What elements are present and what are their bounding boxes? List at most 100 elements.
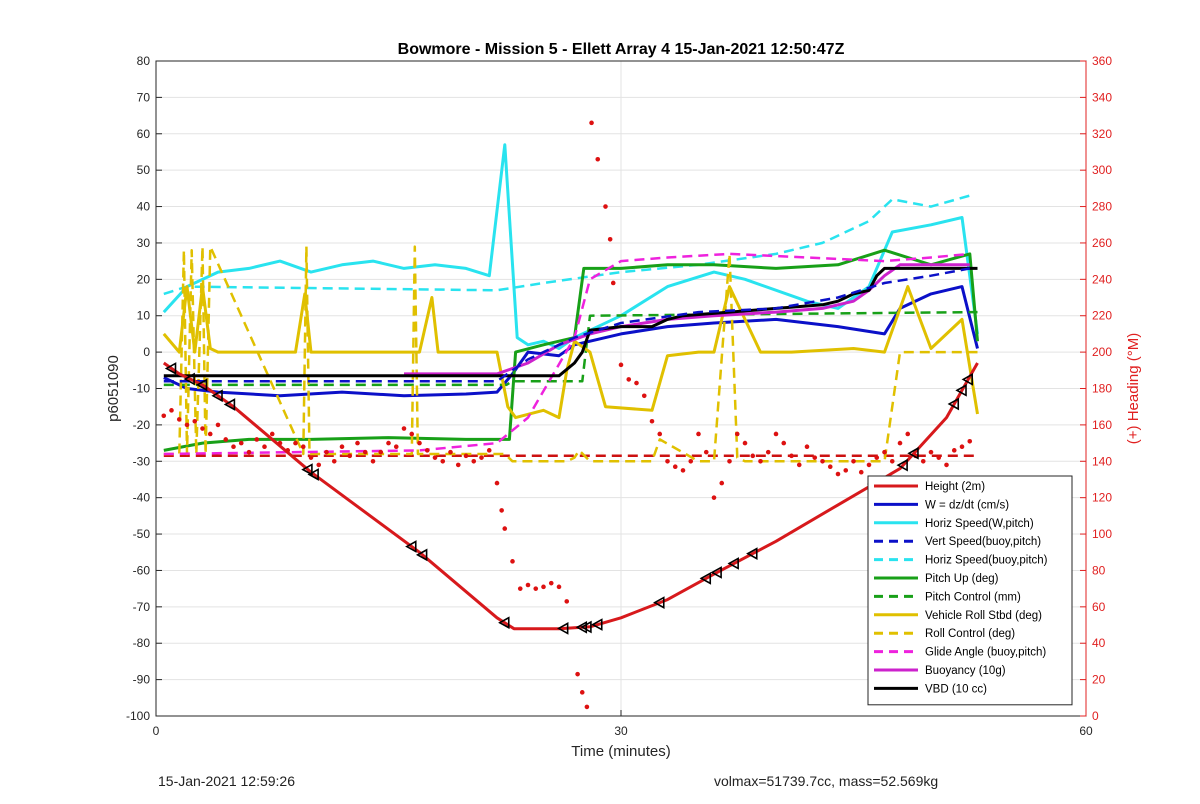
heading-point — [502, 526, 508, 531]
height-marker — [301, 463, 313, 476]
y2-axis-label: (+) Heading (°M) — [1125, 333, 1142, 444]
height-marker — [195, 378, 208, 392]
y-tick-label: -20 — [133, 418, 151, 432]
series-line-7 — [162, 285, 979, 420]
heading-point — [525, 582, 531, 588]
markers-layer — [164, 362, 974, 635]
y2-tick-label: 160 — [1092, 418, 1112, 432]
heading-point — [711, 495, 717, 500]
heading-point — [386, 440, 391, 446]
y2-tick-label: 140 — [1092, 454, 1112, 468]
y2-tick-label: 100 — [1092, 527, 1112, 541]
heading-point — [634, 380, 639, 386]
heading-point — [882, 449, 887, 455]
heading-point — [401, 426, 407, 431]
heading-point — [765, 449, 771, 455]
heading-point — [393, 444, 399, 450]
heading-point — [575, 671, 580, 677]
y2-tick-label: 260 — [1092, 236, 1112, 250]
heading-point — [951, 448, 957, 453]
y2-tick-label: 320 — [1092, 127, 1112, 141]
heading-point — [479, 455, 484, 460]
heading-point — [494, 480, 500, 486]
series-line-5 — [163, 248, 979, 452]
height-marker — [307, 468, 319, 481]
heading-point — [176, 417, 182, 422]
heading-point — [727, 458, 732, 464]
heading-point — [603, 204, 608, 209]
axes-layer: 80706050403020100-10-20-30-40-50-60-70-8… — [126, 54, 1112, 738]
heading-point — [238, 440, 244, 446]
y-tick-label: -40 — [133, 491, 151, 505]
y-tick-label: -60 — [133, 563, 151, 577]
series-line-8 — [163, 245, 978, 463]
heading-point — [665, 458, 670, 464]
height-marker — [164, 362, 177, 375]
heading-point — [967, 438, 973, 444]
heading-point — [928, 449, 934, 455]
x-tick-label: 30 — [614, 724, 628, 738]
heading-point — [362, 449, 368, 455]
heading-point — [564, 599, 570, 604]
y2-tick-label: 240 — [1092, 272, 1112, 286]
heading-point — [455, 462, 461, 468]
legend-label: Horiz Speed(buoy,pitch) — [925, 555, 1048, 567]
y-tick-label: 60 — [137, 127, 151, 141]
y2-tick-label: 120 — [1092, 491, 1112, 505]
heading-point — [424, 448, 430, 453]
heading-point — [440, 458, 446, 464]
heading-point — [417, 440, 422, 446]
y-tick-label: 70 — [137, 90, 151, 104]
heading-point — [432, 455, 438, 460]
y-tick-label: -90 — [133, 673, 151, 687]
x-tick-label: 60 — [1079, 724, 1093, 738]
heading-point — [595, 156, 601, 162]
heading-point — [308, 455, 314, 460]
heading-point — [370, 458, 376, 464]
heading-point — [843, 468, 849, 473]
height-marker — [907, 446, 919, 460]
heading-point — [316, 462, 322, 468]
legend-label: Vert Speed(buoy,pitch) — [925, 536, 1041, 548]
heading-point — [796, 462, 802, 468]
y2-tick-label: 60 — [1092, 600, 1106, 614]
legend-label: Pitch Up (deg) — [925, 573, 999, 585]
heading-point — [773, 431, 779, 437]
heading-point — [920, 458, 926, 464]
y2-tick-label: 180 — [1092, 382, 1112, 396]
height-marker — [947, 397, 960, 411]
heading-point — [827, 464, 833, 470]
heading-point — [293, 440, 298, 446]
heading-point — [812, 455, 818, 460]
height-marker — [591, 618, 603, 631]
heading-point — [161, 413, 167, 419]
heading-point — [618, 362, 624, 368]
heading-point — [905, 431, 911, 437]
y-tick-label: -80 — [133, 636, 151, 650]
footer-vehicle-info: volmax=51739.7cc, mass=52.569kg — [714, 773, 939, 789]
heading-point — [409, 431, 415, 437]
heading-point — [541, 584, 546, 590]
legend-label: Pitch Control (mm) — [925, 591, 1021, 603]
heading-point — [649, 418, 655, 424]
y-tick-label: 80 — [137, 54, 151, 68]
series-line-11 — [163, 266, 978, 378]
heading-point — [626, 377, 632, 382]
series-line-3 — [163, 267, 971, 383]
y-tick-label: 20 — [137, 272, 151, 286]
y2-tick-label: 20 — [1092, 673, 1106, 687]
heading-point — [579, 690, 585, 695]
footer-timestamp: 15-Jan-2021 12:59:26 — [158, 773, 295, 789]
heading-point — [207, 431, 213, 437]
heading-point — [378, 449, 384, 455]
chart: 80706050403020100-10-20-30-40-50-60-70-8… — [105, 41, 1142, 760]
heading-point — [533, 586, 539, 591]
height-marker — [575, 620, 588, 634]
height-marker — [211, 389, 223, 403]
heading-point — [874, 455, 880, 460]
heading-point — [510, 559, 515, 564]
y2-tick-label: 280 — [1092, 200, 1112, 214]
height-marker — [961, 373, 974, 386]
y2-tick-label: 360 — [1092, 54, 1112, 68]
heading-point — [742, 440, 748, 446]
